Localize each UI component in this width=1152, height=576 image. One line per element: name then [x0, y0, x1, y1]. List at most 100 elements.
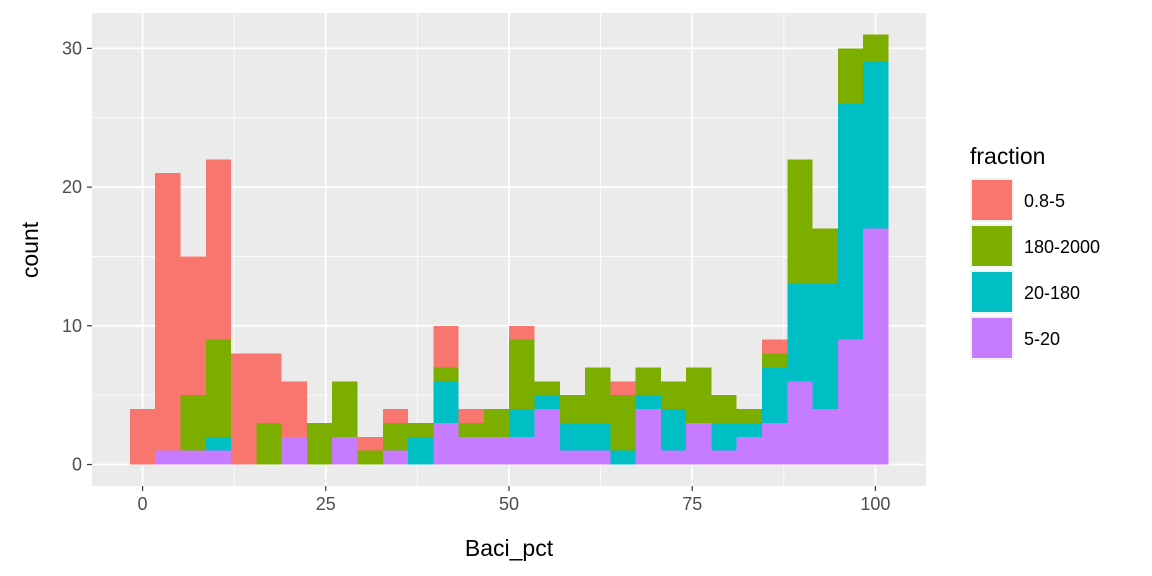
bar-segment — [483, 409, 510, 437]
y-tick-label: 30 — [62, 38, 82, 58]
bar-segment — [736, 422, 763, 437]
bar-segment — [281, 436, 307, 465]
x-tick-label: 50 — [499, 494, 519, 514]
bar-segment — [559, 422, 586, 451]
bar-segment — [155, 173, 181, 451]
bar-segment — [433, 367, 459, 382]
bar-segment — [231, 353, 257, 465]
bar-segment — [433, 381, 459, 423]
bar-segment — [610, 450, 636, 465]
bar-segment — [509, 409, 535, 437]
bar-segment — [509, 436, 535, 465]
bar-segment — [736, 409, 763, 423]
bar-segment — [837, 48, 864, 104]
bar-segment — [180, 395, 206, 451]
bar-segment — [585, 422, 611, 451]
bar-segment — [787, 381, 813, 465]
legend-key-swatch — [972, 272, 1012, 312]
bar-segment — [332, 436, 358, 465]
bar-segment — [736, 436, 763, 465]
bar-segment — [711, 422, 737, 451]
bar-segment — [483, 436, 510, 465]
y-tick-label: 20 — [62, 177, 82, 197]
bar-segment — [433, 325, 459, 368]
bar-segment — [509, 325, 535, 340]
y-axis-title: count — [17, 221, 43, 278]
bar-segment — [534, 381, 560, 396]
bar-segment — [357, 436, 383, 451]
bar-segment — [458, 409, 484, 423]
bar-segment — [686, 367, 712, 423]
bar-segment — [129, 409, 156, 465]
legend-key-swatch — [972, 180, 1012, 220]
legend: 0.8-5 180-2000 20-180 5-20 — [970, 178, 1100, 360]
bar-segment — [382, 422, 409, 451]
legend-label: 20-180 — [1024, 283, 1080, 303]
legend-key-swatch — [972, 318, 1012, 358]
bar-segment — [306, 422, 333, 465]
bar-segment — [256, 353, 282, 423]
x-axis-ticks: 0 25 50 75 100 — [138, 486, 890, 514]
bar-segment — [458, 436, 484, 465]
bar-segment — [509, 339, 535, 410]
legend-label: 5-20 — [1024, 329, 1060, 349]
x-axis-title: Baci_pct — [465, 535, 554, 561]
bar-segment — [762, 422, 788, 465]
legend-key-swatch — [972, 226, 1012, 266]
legend-label: 0.8-5 — [1024, 191, 1065, 211]
bar-segment — [787, 284, 813, 382]
bar-segment — [610, 395, 636, 451]
bar-segment — [585, 450, 611, 465]
bar-segment — [332, 381, 358, 437]
bar-segment — [635, 409, 661, 465]
legend-label: 180-2000 — [1024, 237, 1100, 257]
bar-segment — [180, 450, 206, 465]
bar-segment — [812, 228, 838, 285]
bar-segment — [660, 409, 687, 451]
bar-segment — [660, 450, 687, 465]
bar-segment — [585, 367, 611, 423]
bar-segment — [408, 422, 434, 437]
bars — [129, 34, 889, 465]
bar-segment — [635, 367, 661, 396]
bar-segment — [837, 103, 864, 340]
bar-segment — [635, 395, 661, 410]
x-tick-label: 25 — [316, 494, 336, 514]
bar-segment — [205, 159, 232, 340]
bar-segment — [559, 395, 586, 423]
bar-segment — [205, 339, 232, 437]
bar-segment — [205, 450, 232, 465]
bar-segment — [559, 450, 586, 465]
bar-segment — [458, 422, 484, 437]
bar-segment — [205, 436, 232, 451]
bar-segment — [534, 395, 560, 410]
x-tick-label: 75 — [682, 494, 702, 514]
bar-segment — [408, 436, 434, 465]
bar-segment — [837, 339, 864, 465]
bar-segment — [256, 422, 282, 465]
x-tick-label: 0 — [138, 494, 148, 514]
bar-segment — [812, 284, 838, 410]
y-axis-ticks: 0 10 20 30 — [62, 38, 92, 475]
bar-segment — [762, 339, 788, 354]
y-tick-label: 0 — [72, 455, 82, 475]
bar-segment — [863, 228, 889, 465]
bar-segment — [762, 353, 788, 368]
bar-segment — [660, 381, 687, 410]
bar-segment — [610, 381, 636, 396]
bar-segment — [762, 367, 788, 423]
bar-segment — [357, 450, 383, 465]
bar-segment — [863, 34, 889, 63]
bar-segment — [433, 422, 459, 465]
bar-segment — [787, 159, 813, 285]
bar-segment — [180, 256, 206, 396]
y-tick-label: 10 — [62, 316, 82, 336]
bar-segment — [534, 409, 560, 465]
bar-segment — [281, 381, 307, 437]
legend-title: fraction — [970, 143, 1045, 169]
bar-segment — [711, 395, 737, 423]
bar-segment — [863, 62, 889, 229]
bar-segment — [382, 409, 409, 423]
bar-segment — [382, 450, 409, 465]
